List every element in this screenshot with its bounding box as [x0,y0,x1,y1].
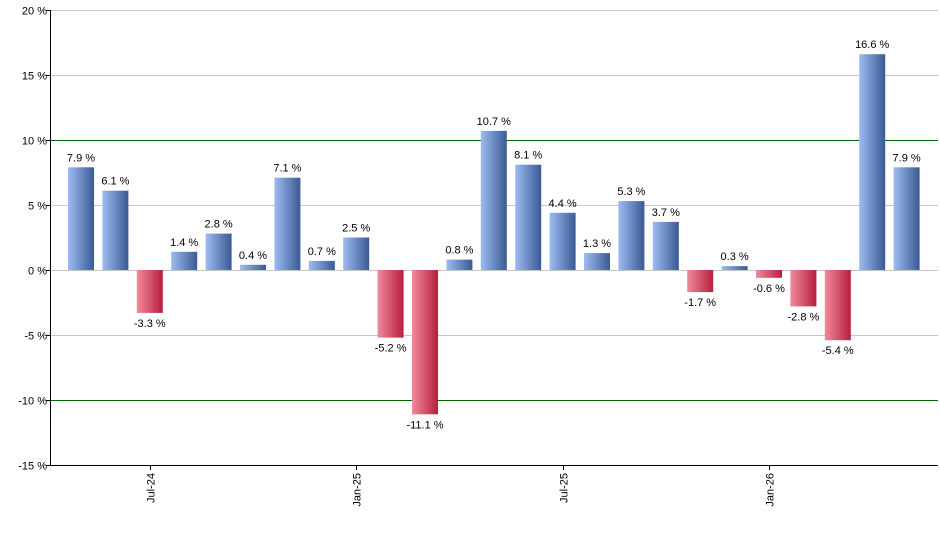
data-label: 4.4 % [549,198,577,210]
data-label: 0.4 % [239,250,267,262]
data-label: -5.2 % [375,343,407,355]
y-tick-label: 15 % [22,71,47,83]
data-label: 2.5 % [342,223,370,235]
y-tick-label: -15 % [18,461,47,473]
axes: 20 % 15 % 10 % 5 % 0 % -5 % -10 % -15 % Jul-24 Ja… [18,6,938,507]
y-tick-label: 0 % [28,266,47,278]
data-label: 7.9 % [67,152,95,164]
bar [68,167,94,270]
data-label: 10.7 % [477,116,511,128]
bar [446,259,473,270]
y-tick-label: 20 % [22,6,47,18]
bar [308,260,335,270]
data-label: -11.1 % [406,419,443,431]
data-label: -0.6 % [753,283,785,295]
y-tick-label: 10 % [22,136,47,148]
bar [721,266,748,270]
data-label: -5.4 % [822,345,854,357]
bar [205,233,232,270]
bar [859,54,886,271]
data-label: 2.8 % [205,219,233,231]
x-tick-label: Jan-25 [352,473,364,507]
data-label: 6.1 % [101,176,129,188]
y-tick-label: -5 % [24,331,47,343]
data-label: 1.3 % [583,238,611,250]
bar [584,253,610,270]
bar [343,237,370,270]
data-label: 7.1 % [273,163,301,175]
bar [274,177,301,270]
x-tick-label: Jan-26 [765,473,777,507]
bar [171,251,198,270]
bar [790,270,817,307]
bar [893,167,920,270]
x-tick-label: Jul-24 [146,473,158,503]
data-label: 1.4 % [170,237,198,249]
bar [687,270,714,293]
bar [102,190,129,270]
data-label: 0.8 % [445,245,473,257]
y-tick-label: -10 % [18,396,47,408]
bar [377,270,404,338]
data-label: 5.3 % [617,186,645,198]
data-label: 0.7 % [308,246,336,258]
bar [480,130,507,270]
bar [618,201,645,270]
bar [136,270,163,313]
data-labels: 7.9 % 6.1 % -3.3 % 1.4 % 2.8 % 0.4 % 7.1 % 0.7 … [67,39,921,431]
data-label: 16.6 % [855,39,889,51]
bar [240,264,266,270]
data-label: 8.1 % [514,150,542,162]
x-tick-label: Jul-25 [559,473,571,503]
y-tick-label: 5 % [28,201,47,213]
bar [824,270,851,341]
bars [68,54,920,415]
bar [412,270,438,415]
bar [756,270,782,278]
data-label: -3.3 % [134,318,166,330]
bar [652,221,679,270]
data-label: 0.3 % [721,251,749,263]
bar [515,164,542,270]
data-label: -1.7 % [684,297,716,309]
bar [549,212,576,270]
data-label: 3.7 % [652,207,680,219]
data-label: -2.8 % [788,311,820,323]
data-label: 7.9 % [893,152,921,164]
